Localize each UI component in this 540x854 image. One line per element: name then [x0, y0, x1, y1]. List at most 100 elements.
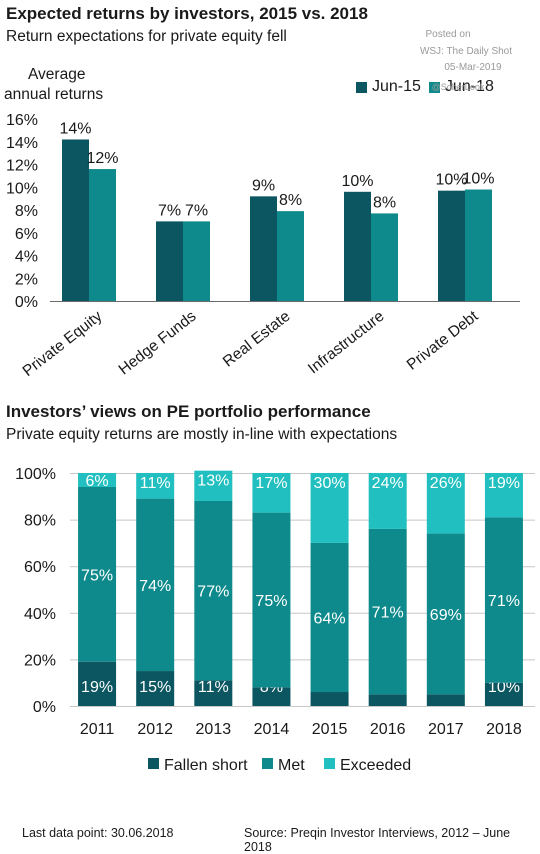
chart2-data-label: 71%: [488, 593, 520, 610]
chart2-data-label: 17%: [255, 475, 287, 492]
chart2-data-label: 24%: [372, 475, 404, 492]
legend-swatch-fallen-short: [148, 758, 159, 769]
chart1-bar-jun-18-private-debt: [465, 189, 492, 301]
chart2-data-label: 75%: [255, 593, 287, 610]
chart1-data-label: 7%: [158, 202, 181, 219]
chart2-data-label: 13%: [197, 473, 229, 490]
chart1-data-label: 8%: [373, 194, 396, 211]
chart2-data-label: 15%: [139, 679, 171, 696]
chart2-bar-exceeded-2013: [194, 470, 233, 501]
legend-item-jun15: Jun-15: [356, 78, 421, 96]
chart2-subtitle: Private equity returns are mostly in-lin…: [6, 426, 398, 443]
chart2-bar-fallen-short-2016: [368, 694, 407, 706]
chart2-data-label: 19%: [81, 679, 113, 696]
chart1-bar-jun-15-private-debt: [438, 190, 465, 301]
chart1-ytick-label: 14%: [6, 135, 38, 152]
footer-source: Source: Preqin Investor Interviews, 2012…: [244, 826, 511, 854]
watermark-source: WSJ: The Daily Shot: [419, 46, 513, 57]
chart2-xtick-label: 2016: [370, 721, 406, 738]
chart2-bar-met-2017: [426, 533, 465, 695]
chart2-data-label: 11%: [140, 475, 171, 492]
watermark-date: 05-Mar-2019: [444, 62, 502, 73]
chart2-bar-fallen-short-2012: [136, 671, 175, 706]
chart2-data-label: 30%: [314, 475, 346, 492]
chart1-bar-jun-15-infrastructure: [344, 191, 371, 301]
chart2-data-label: 74%: [139, 578, 171, 595]
chart2-xtick-label: 2015: [312, 721, 348, 738]
legend-item-jun18: Jun-18: [428, 78, 494, 96]
chart2-xtick-label: 2013: [196, 721, 232, 738]
chart1-bar-jun-15-hedge-funds: [156, 221, 183, 301]
chart1-data-label: 7%: [185, 202, 208, 219]
chart2-bar-fallen-short-2014: [252, 687, 291, 706]
chart2-xtick-label: 2011: [80, 721, 115, 738]
chart1-ytick-label: 16%: [6, 112, 38, 129]
chart1-ytick-label: 2%: [15, 271, 38, 288]
legend-swatch-jun18: [428, 81, 440, 93]
chart1-ytick-label: 6%: [15, 226, 38, 243]
chart1-svg: 0%2%4%6%8%10%12%14%16% 14%12%Private Equi…: [6, 112, 520, 380]
chart2-bar-met-2013: [194, 500, 233, 681]
chart1-legend: Jun-15 Jun-18: [356, 78, 502, 96]
chart2-bar-exceeded-2015: [310, 473, 349, 543]
chart2-xtick-label: 2017: [428, 721, 464, 738]
chart1-bar-jun-18-private-equity: [89, 169, 116, 301]
chart2-bar-met-2014: [252, 512, 291, 688]
chart2-bar-exceeded-2018: [484, 473, 523, 518]
chart1-data-label: 8%: [279, 192, 302, 209]
watermark-posted-on: Posted on: [425, 29, 471, 40]
chart2-bar-met-2018: [484, 517, 523, 683]
chart2-data-label: 77%: [197, 584, 229, 601]
chart2-xtick-label: 2018: [486, 721, 522, 738]
chart2-bar-fallen-short-2017: [426, 694, 465, 706]
chart1-bar-jun-18-infrastructure: [371, 213, 398, 301]
legend-label-jun15: Jun-15: [372, 78, 421, 95]
chart2-bar-met-2015: [310, 542, 349, 693]
chart1-ytick-label: 8%: [15, 203, 38, 220]
chart1-ylabel-line1: Average: [28, 66, 86, 83]
chart1-bar-jun-18-hedge-funds: [183, 221, 210, 301]
chart2-data-label: 64%: [314, 610, 346, 627]
chart2-data-label: 71%: [372, 605, 404, 622]
chart1-data-label: 14%: [59, 120, 91, 137]
chart2-data-label: 26%: [430, 475, 462, 492]
chart2-bar-exceeded-2012: [136, 473, 175, 499]
chart2-bar-exceeded-2011: [78, 473, 117, 487]
chart2-ytick-label: 80%: [24, 513, 56, 530]
chart2-data-label: 69%: [430, 607, 462, 624]
legend-label-jun18: Jun-18: [444, 78, 494, 95]
chart2-bar-exceeded-2016: [368, 473, 407, 529]
chart1-data-label: 9%: [252, 177, 275, 194]
chart1-data-label: 10%: [462, 171, 494, 188]
chart2-xtick-label: 2012: [137, 721, 173, 738]
watermark-handle: @SoberLook: [431, 82, 485, 92]
chart1-title: Expected returns by investors, 2015 vs. …: [6, 4, 368, 23]
chart2-svg: 0% 20% 40% 60% 80% 100% 19% 75% 6% 2011 15% 74% 11% 2…: [15, 466, 535, 774]
chart2-bar-met-2012: [136, 498, 175, 672]
chart1-ytick-label: 4%: [15, 249, 38, 266]
chart2-data-label: 10%: [488, 679, 520, 696]
footer-last-data-point: Last data point: 30.06.2018: [22, 826, 174, 840]
legend-swatch-jun15: [356, 81, 367, 93]
chart1-bar-jun-15-real-estate: [250, 196, 277, 301]
chart1-ytick-label: 12%: [6, 158, 38, 175]
chart2-data-label: 75%: [81, 567, 113, 584]
chart1-ytick-label: 0%: [15, 294, 38, 311]
chart2-data-label: 19%: [488, 475, 520, 492]
chart2-bar-fallen-short-2018: [484, 682, 523, 706]
chart1-data-label: 10%: [341, 173, 373, 190]
chart1-data-label: 12%: [86, 150, 118, 167]
chart2-ytick-label: 100%: [15, 466, 56, 483]
chart2-bar-met-2016: [368, 528, 407, 695]
chart2-bar-fallen-short-2015: [310, 692, 349, 706]
chart1-ytick-label: 10%: [6, 180, 38, 197]
chart2-bar-exceeded-2014: [252, 473, 291, 513]
legend-label-met: Met: [278, 757, 305, 774]
legend-swatch-met: [262, 758, 273, 769]
chart2-ytick-label: 0%: [33, 699, 56, 716]
chart2-xtick-label: 2014: [254, 721, 290, 738]
chart2-ytick-label: 40%: [24, 606, 56, 623]
chart2-title: Investors’ views on PE portfolio perform…: [6, 402, 371, 421]
legend-swatch-exceeded: [324, 758, 335, 769]
chart1-bar-jun-18-real-estate: [277, 211, 304, 301]
